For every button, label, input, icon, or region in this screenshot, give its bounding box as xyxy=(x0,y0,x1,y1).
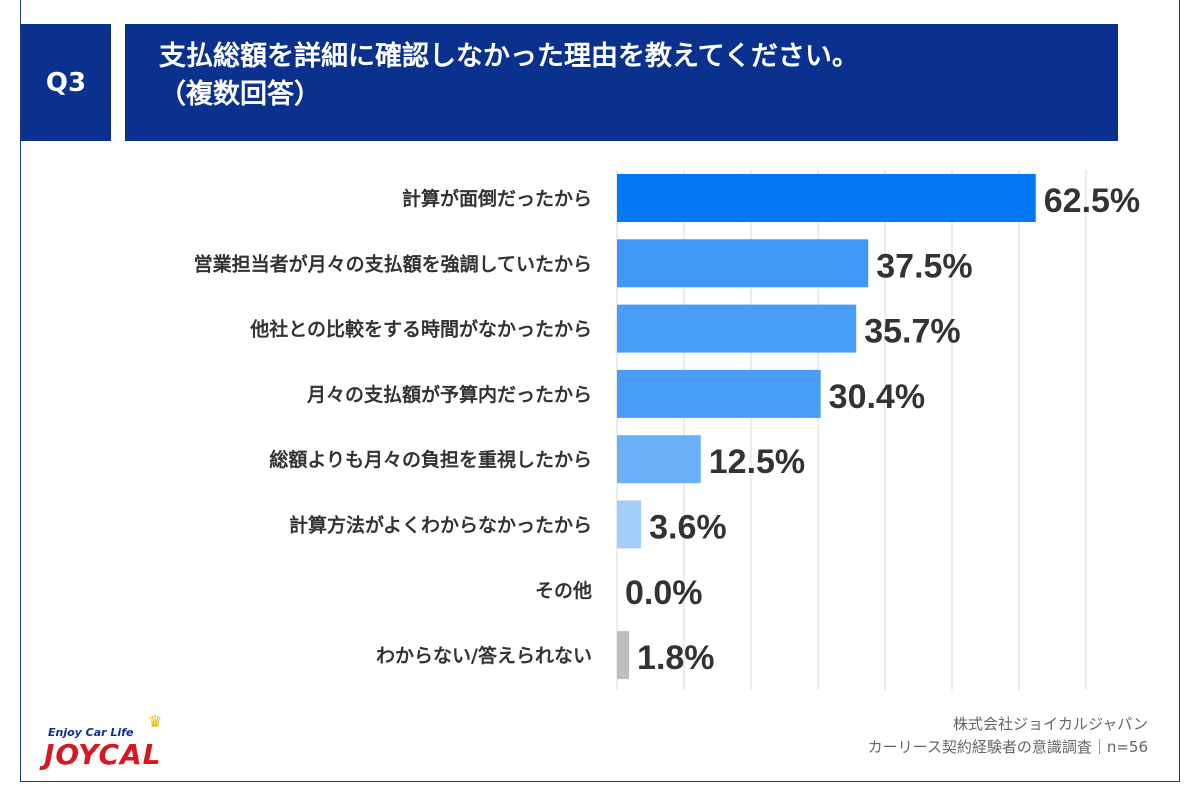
question-subtitle: （複数回答） xyxy=(159,79,321,110)
data-label: 35.7% xyxy=(864,313,960,351)
category-label: 営業担当者が月々の支払額を強調していたから xyxy=(194,252,592,275)
joycal-logo: ♛ Enjoy Car Life JOYCAL xyxy=(44,712,204,774)
bar xyxy=(617,631,630,680)
data-label: 62.5% xyxy=(1044,182,1140,220)
bar xyxy=(617,304,857,353)
category-label: 計算が面倒だったから xyxy=(402,187,592,210)
title-bar: 支払総額を詳細に確認しなかった理由を教えてください。 （複数回答） xyxy=(125,24,1118,141)
bar xyxy=(617,435,701,484)
category-label: 計算方法がよくわからなかったから xyxy=(289,514,592,537)
question-title: 支払総額を詳細に確認しなかった理由を教えてください。 xyxy=(159,41,859,72)
bar xyxy=(617,369,821,418)
bar xyxy=(617,239,869,288)
category-label: 他社との比較をする時間がなかったから xyxy=(249,318,592,341)
category-label: その他 xyxy=(535,579,592,602)
logo-tagline: Enjoy Car Life xyxy=(48,726,134,739)
data-label: 37.5% xyxy=(876,247,972,285)
category-label: 総額よりも月々の負担を重視したから xyxy=(269,448,592,471)
bar xyxy=(617,174,1036,222)
footer: 株式会社ジョイカルジャパン カーリース契約経験者の意識調査｜n=56 xyxy=(868,713,1148,759)
category-label: 月々の支払額が予算内だったから xyxy=(306,383,592,406)
company-name: 株式会社ジョイカルジャパン xyxy=(952,715,1148,733)
survey-info: カーリース契約経験者の意識調査｜n=56 xyxy=(867,738,1148,756)
category-label: わからない/答えられない xyxy=(376,644,592,667)
data-label: 30.4% xyxy=(829,378,925,416)
data-label: 3.6% xyxy=(649,509,727,547)
data-label: 1.8% xyxy=(637,639,715,677)
data-label: 0.0% xyxy=(625,574,703,612)
slide-frame: Q3 支払総額を詳細に確認しなかった理由を教えてください。 （複数回答） xyxy=(20,0,1180,782)
data-label: 12.5% xyxy=(709,443,805,481)
question-badge: Q3 xyxy=(21,24,111,141)
crown-icon: ♛ xyxy=(148,712,163,731)
logo-name: JOYCAL xyxy=(44,738,162,771)
bar xyxy=(617,500,642,549)
